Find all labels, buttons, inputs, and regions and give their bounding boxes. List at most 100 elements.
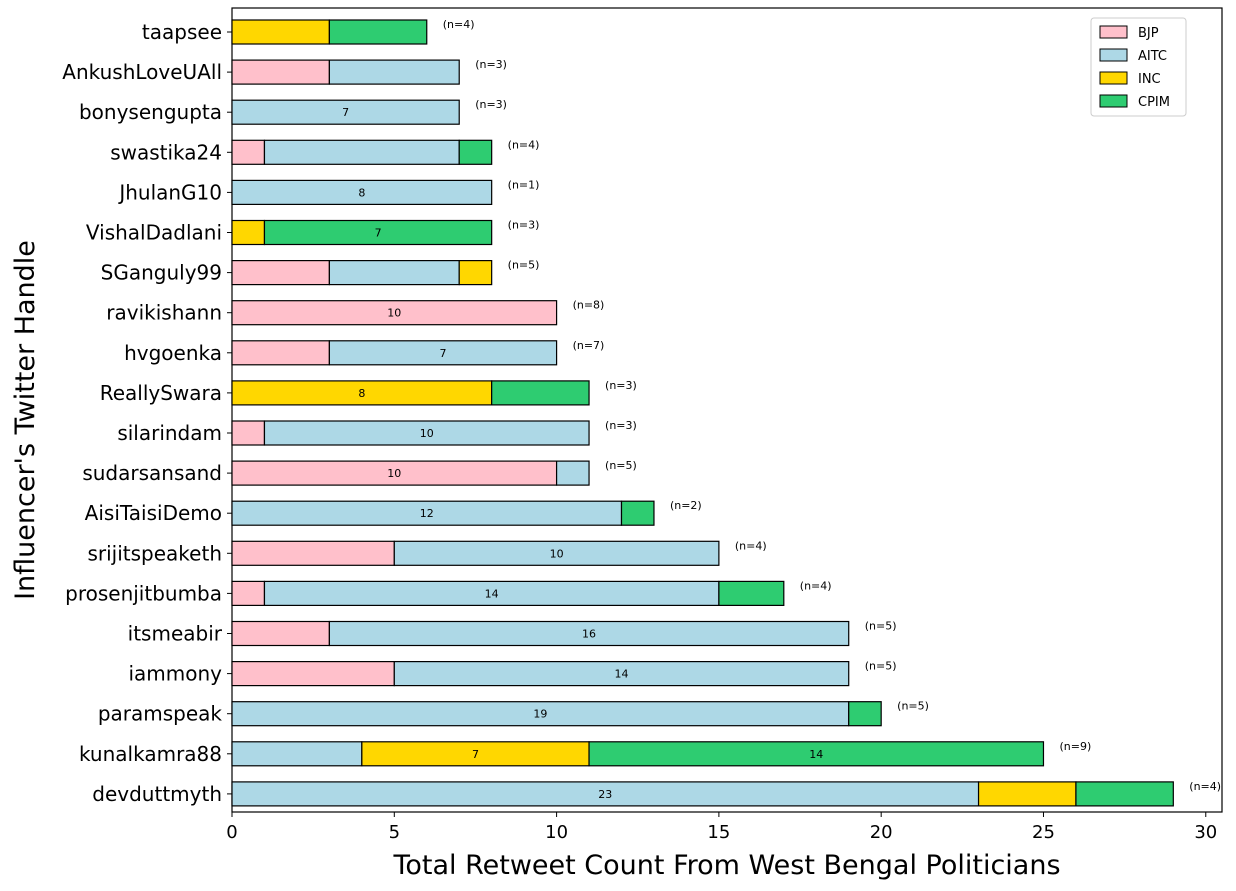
- y-tick-label: VishalDadlani: [86, 221, 222, 245]
- plot-frame: [231, 7, 1223, 813]
- bar-segment: [328, 59, 460, 85]
- n-count-label: (n=4): [443, 18, 475, 31]
- legend-entry: INC: [1138, 72, 1161, 87]
- legend-entry: CPIM: [1138, 95, 1170, 110]
- legend: BJP AITC INC CPIM: [1090, 17, 1187, 117]
- legend-swatch: [1099, 94, 1128, 108]
- n-count-label: (n=2): [670, 499, 702, 512]
- x-tick-label: 25: [1032, 822, 1055, 843]
- y-tick-label: kunalkamra88: [79, 742, 222, 766]
- y-tick-label: AisiTaisiDemo: [85, 501, 222, 525]
- n-count-label: (n=5): [865, 660, 897, 673]
- n-count-label: (n=9): [1059, 740, 1091, 753]
- bar-segment: [231, 701, 850, 727]
- n-count-label: (n=8): [573, 299, 605, 312]
- legend-swatch: [1099, 25, 1128, 39]
- segment-value-label: 12: [420, 507, 434, 520]
- bar-segment: [231, 19, 330, 45]
- y-tick-label: bonysengupta: [79, 100, 222, 124]
- bar-segment: [588, 741, 1045, 767]
- x-tick-label: 20: [870, 822, 893, 843]
- n-count-label: (n=4): [508, 138, 540, 151]
- y-tick-label: srijitspeaketh: [87, 541, 222, 565]
- legend-entry: AITC: [1138, 49, 1167, 64]
- segment-value-label: 7: [375, 227, 382, 240]
- bar-segment: [231, 340, 330, 366]
- segment-value-label: 14: [485, 587, 499, 600]
- bar-segment: [263, 219, 493, 246]
- y-tick-labels: taapsee AnkushLoveUAll bonysengupta swastik…: [62, 20, 232, 806]
- bar-segment: [231, 139, 266, 165]
- segment-value-label: 14: [809, 748, 823, 761]
- legend-swatch: [1099, 48, 1128, 62]
- y-tick-label: swastika24: [110, 140, 222, 164]
- y-tick-label: AnkushLoveUAll: [62, 60, 222, 84]
- n-count-label: (n=1): [508, 178, 540, 191]
- bar-segment: [1075, 781, 1174, 807]
- x-ticks: 0 5 10 15 20 25 30: [226, 812, 1217, 843]
- bar-segment: [231, 420, 266, 446]
- segment-value-label: 19: [533, 708, 547, 721]
- segment-value-label: 10: [550, 547, 564, 560]
- bar-segment: [393, 540, 720, 566]
- y-tick-label: ReallySwara: [100, 381, 222, 405]
- y-tick-label: devduttmyth: [92, 782, 222, 806]
- x-tick-label: 0: [226, 822, 237, 843]
- y-tick-label: ravikishann: [106, 301, 222, 325]
- n-count-label: (n=3): [475, 98, 507, 111]
- bar-segment: [263, 139, 460, 165]
- bar-segment: [977, 781, 1077, 807]
- bar-segment: [231, 260, 330, 286]
- bar-segment: [555, 460, 590, 486]
- segment-value-label: 7: [439, 347, 446, 360]
- y-tick-label: iammony: [128, 662, 222, 686]
- segment-value-label: 23: [598, 788, 612, 801]
- bar-segment: [620, 500, 655, 526]
- bar-segment: [231, 620, 330, 647]
- legend-box: [1090, 17, 1187, 117]
- bar-segment: [328, 340, 558, 366]
- legend-swatch: [1099, 71, 1128, 85]
- x-axis-title: Total Retweet Count From West Bengal Pol…: [392, 850, 1060, 881]
- n-count-label: (n=4): [800, 579, 832, 592]
- n-count-label: (n=7): [573, 339, 605, 352]
- y-tick-label: silarindam: [117, 421, 222, 445]
- bar-segment: [718, 580, 785, 607]
- bar-segment: [848, 701, 882, 727]
- y-tick-label: prosenjitbumba: [65, 581, 222, 605]
- x-tick-label: 10: [545, 822, 568, 843]
- bar-segment: [263, 420, 590, 446]
- bar-segment: [231, 660, 395, 687]
- y-tick-label: sudarsansand: [82, 461, 222, 485]
- n-count-label: (n=4): [735, 539, 767, 552]
- y-tick-label: taapsee: [142, 20, 222, 44]
- bar-segment: [491, 380, 590, 406]
- segment-value-label: 14: [615, 668, 629, 681]
- segment-value-label: 10: [387, 467, 401, 480]
- bar-segment: [393, 660, 850, 687]
- n-count-label: (n=3): [475, 58, 507, 71]
- bar-segment: [458, 139, 493, 165]
- y-tick-label: paramspeak: [98, 702, 223, 726]
- segment-value-label: 7: [472, 748, 479, 761]
- n-count-label: (n=5): [605, 459, 637, 472]
- legend-entry: BJP: [1138, 26, 1159, 41]
- bar-segment: [231, 741, 363, 767]
- n-count-label: (n=5): [508, 259, 540, 272]
- x-tick-label: 5: [389, 822, 400, 843]
- n-count-label: (n=3): [605, 419, 637, 432]
- y-tick-label: itsmeabir: [128, 622, 223, 646]
- x-tick-label: 15: [707, 822, 730, 843]
- bar-segment: [231, 219, 266, 246]
- segment-value-label: 10: [387, 307, 401, 320]
- bar-segment: [231, 300, 558, 326]
- segment-value-label: 8: [358, 387, 365, 400]
- bar-segment: [231, 580, 266, 607]
- bar-segment: [328, 260, 460, 286]
- y-axis-title: Influencer's Twitter Handle: [10, 240, 41, 600]
- bar-segment: [231, 179, 493, 205]
- n-count-label: (n=5): [865, 620, 897, 633]
- bar-segment: [458, 260, 493, 286]
- bar-segment: [231, 59, 330, 85]
